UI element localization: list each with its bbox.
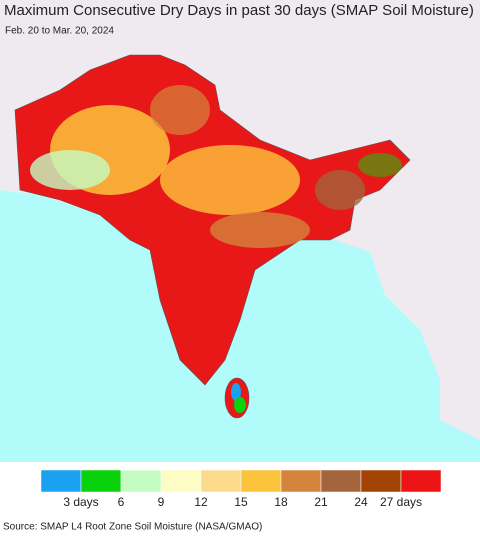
- legend-swatch: [360, 469, 402, 493]
- ocean: [0, 190, 480, 462]
- legend-swatch: [400, 469, 442, 493]
- source: Source: SMAP L4 Root Zone Soil Moisture …: [3, 522, 262, 533]
- legend-swatch: [120, 469, 162, 493]
- legend-swatch: [160, 469, 202, 493]
- legend-swatch: [280, 469, 322, 493]
- dry-zone: [150, 85, 210, 135]
- legend-label: 15: [234, 495, 248, 509]
- wet-zone: [30, 150, 110, 190]
- legend-label: 21: [314, 495, 328, 509]
- legend-label: 24: [354, 495, 368, 509]
- wet-zone: [231, 383, 241, 401]
- legend-label: 18: [274, 495, 288, 509]
- legend-label: 9: [158, 495, 165, 509]
- legend-label: 6: [118, 495, 125, 509]
- title: Maximum Consecutive Dry Days in past 30 …: [4, 2, 474, 19]
- legend-label: 12: [194, 495, 208, 509]
- subtitle: Feb. 20 to Mar. 20, 2024: [5, 26, 114, 37]
- wet-zone: [358, 153, 402, 177]
- legend-label: 27 days: [380, 495, 422, 509]
- dry-zone: [210, 212, 310, 248]
- dry-zone: [315, 170, 365, 210]
- legend-label: 3 days: [63, 495, 98, 509]
- legend-swatch: [320, 469, 362, 493]
- dry-zone: [160, 145, 300, 215]
- legend-swatch: [80, 469, 122, 493]
- legend-swatch: [240, 469, 282, 493]
- legend-swatch: [40, 469, 82, 493]
- wet-zone: [234, 397, 246, 413]
- legend: 3 days 6 9 12 15 18 21 24 27 days: [40, 469, 442, 509]
- legend-swatch: [200, 469, 242, 493]
